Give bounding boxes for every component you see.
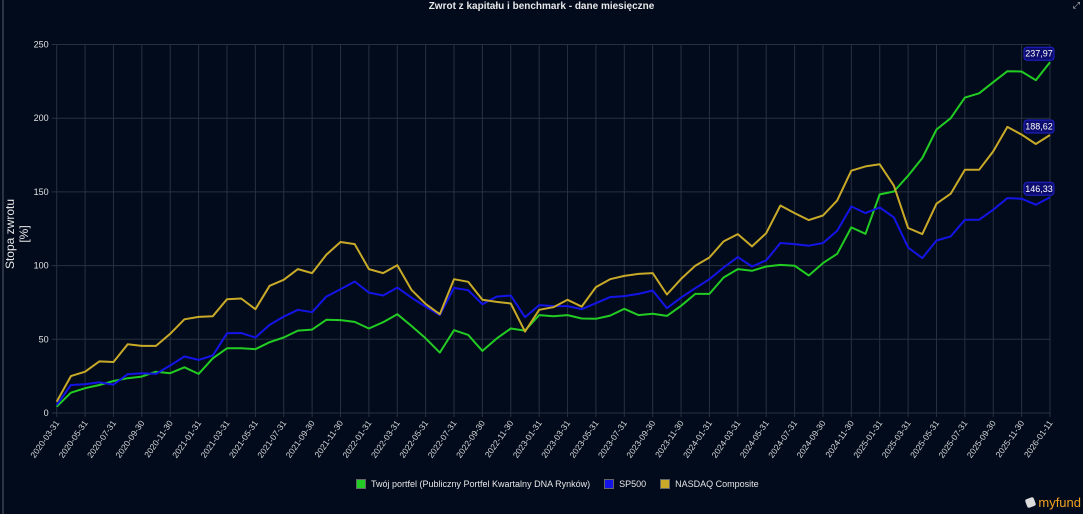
y-tick-label: 100 — [34, 261, 49, 271]
x-tick-label: 2026-01-11 — [1022, 418, 1055, 459]
line-chart: 0501001502002502020-03-312020-05-312020-… — [28, 40, 1055, 460]
y-tick-label: 200 — [34, 113, 49, 123]
legend-item-sp500[interactable]: SP500 — [604, 479, 646, 489]
expand-icon[interactable]: ⤢ — [1072, 0, 1080, 10]
end-value-label: 188,62 — [1025, 121, 1053, 131]
y-tick-label: 50 — [39, 334, 49, 344]
panel-border — [2, 0, 4, 514]
y-tick-label: 150 — [34, 187, 49, 197]
chart-title: Zwrot z kapitału i benchmark - dane mies… — [428, 1, 655, 12]
legend-swatch-sp500 — [604, 479, 615, 489]
legend-label: NASDAQ Composite — [675, 479, 759, 489]
legend-label: Twój portfel (Publiczny Portfel Kwartaln… — [371, 479, 591, 489]
y-tick-label: 250 — [34, 40, 49, 50]
legend-swatch-nasdaq — [660, 479, 671, 489]
end-value-label: 237,97 — [1025, 49, 1053, 59]
end-value-label: 146,33 — [1025, 184, 1053, 194]
legend-swatch-portfolio — [356, 479, 366, 489]
myfund-logo: myfund — [1025, 495, 1081, 510]
end-value-label-box — [1023, 119, 1055, 134]
logo-text: myfund — [1038, 495, 1081, 510]
legend-label: SP500 — [619, 479, 647, 489]
legend-item-nasdaq[interactable]: NASDAQ Composite — [660, 479, 759, 489]
end-value-label-box — [1023, 181, 1055, 196]
series-line-2 — [55, 125, 1051, 403]
end-value-label-box — [1023, 46, 1055, 61]
series-line-1 — [55, 196, 1051, 406]
logo-icon — [1025, 496, 1037, 509]
y-tick-label: 0 — [44, 408, 49, 418]
legend: Twój portfel (Publiczny Portfel Kwartaln… — [356, 479, 759, 489]
legend-item-portfolio[interactable]: Twój portfel (Publiczny Portfel Kwartaln… — [356, 479, 590, 489]
